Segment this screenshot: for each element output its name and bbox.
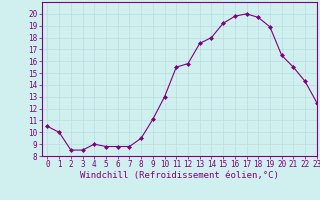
X-axis label: Windchill (Refroidissement éolien,°C): Windchill (Refroidissement éolien,°C) (80, 171, 279, 180)
